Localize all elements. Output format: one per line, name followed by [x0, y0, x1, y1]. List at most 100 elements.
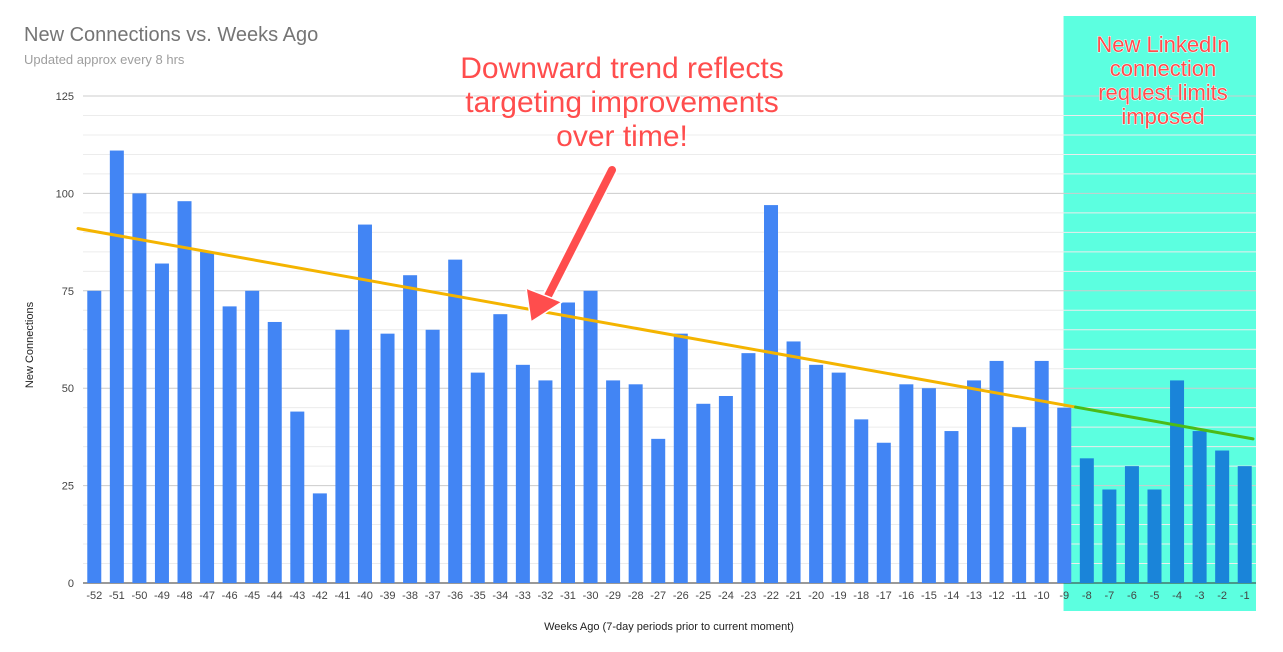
annotation-limits-note-line: New LinkedIn — [1096, 32, 1229, 57]
bar--22 — [764, 205, 779, 583]
trendline — [76, 226, 1255, 441]
bar--32 — [538, 380, 553, 583]
x-tick-label: -25 — [695, 590, 711, 602]
x-tick-label: -39 — [380, 590, 396, 602]
annotation-arrow — [525, 164, 618, 324]
x-tick-label: -21 — [786, 590, 802, 602]
bar--8 — [1079, 458, 1094, 583]
x-tick-label: -2 — [1217, 590, 1227, 602]
bar--1 — [1237, 466, 1252, 583]
bar--20 — [809, 364, 824, 583]
bar--18 — [854, 419, 869, 583]
x-tick-label: -50 — [131, 590, 147, 602]
bar--7 — [1102, 489, 1117, 583]
bar--30 — [583, 290, 598, 583]
x-tick-label: -9 — [1059, 590, 1069, 602]
x-tick-label: -34 — [492, 590, 508, 602]
x-tick-label: -12 — [989, 590, 1005, 602]
x-tick-label: -7 — [1104, 590, 1114, 602]
x-tick-labels: -52 -51 -50 -49 -48 -47 -46 -45 -44 -43 -42 -41 -40-… — [86, 590, 1249, 602]
bar--26 — [673, 333, 688, 583]
bar--36 — [448, 259, 463, 583]
annotation-trend-note-line: over time! — [556, 120, 688, 153]
x-tick-label: -51 — [109, 590, 125, 602]
x-tick-label: -3 — [1195, 590, 1205, 602]
x-tick-label: -14 — [944, 590, 960, 602]
bar--17 — [876, 442, 891, 583]
x-tick-label: -37 — [425, 590, 441, 602]
bar--12 — [989, 360, 1004, 583]
x-tick-label: -6 — [1127, 590, 1137, 602]
bar--6 — [1124, 466, 1139, 583]
x-tick-label: -16 — [898, 590, 914, 602]
x-tick-label: -24 — [718, 590, 734, 602]
arrow-head — [525, 286, 564, 324]
y-tick-label: 100 — [56, 188, 74, 200]
trendline-main — [76, 226, 1078, 409]
bar--3 — [1192, 431, 1207, 583]
x-tick-label: -26 — [673, 590, 689, 602]
x-tick-label: -35 — [470, 590, 486, 602]
x-tick-label: -52 — [86, 590, 102, 602]
bar--52 — [87, 290, 102, 583]
bar--47 — [200, 251, 215, 583]
x-tick-label: -20 — [808, 590, 824, 602]
x-tick-label: -18 — [853, 590, 869, 602]
bar--23 — [741, 353, 756, 583]
bar--13 — [967, 380, 982, 583]
x-tick-label: -42 — [312, 590, 328, 602]
y-tick-label: 125 — [56, 91, 74, 103]
x-tick-label: -17 — [876, 590, 892, 602]
x-tick-label: -28 — [628, 590, 644, 602]
x-tick-label: -33 — [515, 590, 531, 602]
x-tick-label: -5 — [1150, 590, 1160, 602]
bar--25 — [696, 403, 711, 583]
chart-subtitle: Updated approx every 8 hrs — [24, 52, 185, 67]
y-tick-labels: 0 25 50 75 100 125 — [56, 91, 74, 590]
x-tick-label: -40 — [357, 590, 373, 602]
x-tick-label: -36 — [447, 590, 463, 602]
bar--49 — [154, 263, 169, 583]
bar--38 — [403, 275, 418, 583]
bar--33 — [515, 364, 530, 583]
bar--46 — [222, 306, 237, 583]
bar--10 — [1034, 360, 1049, 583]
chart-title: New Connections vs. Weeks Ago — [24, 24, 319, 46]
bar--43 — [290, 411, 305, 583]
bar--14 — [944, 431, 959, 583]
annotation-trend-note-line: targeting improvements — [465, 86, 778, 119]
bar--2 — [1215, 450, 1230, 583]
x-tick-label: -46 — [222, 590, 238, 602]
arrow-shaft — [544, 166, 616, 300]
bar--45 — [245, 290, 260, 583]
y-axis-title: New Connections — [24, 301, 36, 388]
bar--51 — [109, 150, 124, 583]
bar--39 — [380, 333, 395, 583]
annotation-limits-note-line: request limits — [1098, 80, 1228, 105]
bar--24 — [718, 395, 733, 583]
x-axis-title: Weeks Ago (7-day periods prior to curren… — [544, 621, 794, 633]
y-tick-label: 75 — [62, 286, 74, 298]
x-tick-label: -23 — [740, 590, 756, 602]
x-tick-label: -41 — [334, 590, 350, 602]
x-tick-label: -49 — [154, 590, 170, 602]
x-tick-label: -10 — [1034, 590, 1050, 602]
bar--4 — [1170, 380, 1185, 583]
annotation-trend-note-line: Downward trend reflects — [460, 52, 783, 85]
x-tick-label: -43 — [289, 590, 305, 602]
bar--42 — [312, 493, 327, 583]
bar--50 — [132, 193, 147, 583]
bar--34 — [493, 314, 508, 583]
bar--11 — [1012, 427, 1027, 583]
x-tick-label: -32 — [537, 590, 553, 602]
bar--40 — [357, 224, 372, 583]
y-tick-label: 0 — [68, 578, 74, 590]
bar--15 — [921, 388, 936, 583]
bar--31 — [560, 302, 575, 583]
x-tick-label: -11 — [1012, 590, 1027, 602]
x-tick-label: -13 — [966, 590, 982, 602]
x-tick-label: -19 — [831, 590, 847, 602]
bar--21 — [786, 341, 801, 583]
